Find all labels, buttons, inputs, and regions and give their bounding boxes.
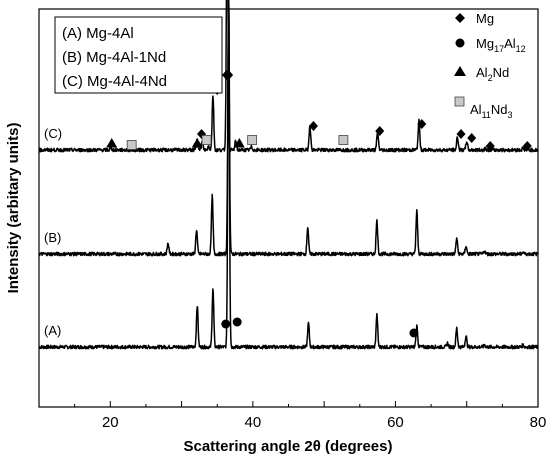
mg-phase-marker [417,119,427,129]
phase-legend-diamond-icon [455,13,465,23]
trace-label-c: (C) [44,126,62,141]
al2nd-phase-marker [233,138,245,148]
mg-phase-marker [485,141,495,151]
mg-phase-marker [522,141,532,151]
al11nd3-phase-marker [247,135,258,145]
al11nd3-phase-marker [126,140,137,150]
xrd-traces: (A) (B) (C) [38,0,539,350]
phase-legend-circle-icon [455,38,465,48]
phase-legend-mg: Mg [476,11,494,26]
sample-legend-entry-c: (C) Mg-4Al-4Nd [62,73,167,90]
al11nd3-phase-marker [201,135,212,145]
mg17al12-phase-marker [409,328,419,338]
x-tick-label: 20 [102,414,119,431]
sample-legend-box [54,16,223,94]
phase-legend-al11nd3: Al11Nd3 [470,102,513,120]
mg-phase-marker [456,129,466,139]
trace-label-b: (B) [44,230,61,245]
x-tick-label: 60 [387,414,404,431]
phase-markers [106,70,532,338]
x-tick-label: 80 [530,414,547,431]
mg-phase-marker [224,70,234,80]
xrd-trace-a [38,0,539,350]
x-axis-ticks: 20 40 60 80 [38,401,547,431]
y-axis-label: Intensity (arbitary units) [5,123,22,294]
mg-phase-marker [467,133,477,143]
mg-phase-marker [375,126,385,136]
al2nd-phase-marker [191,138,203,148]
phase-legend-mg17al12: Mg17Al12 [476,36,526,54]
mg17al12-phase-marker [232,317,242,327]
al2nd-phase-marker [106,138,118,148]
phase-legend-square-icon [454,96,465,107]
mg17al12-phase-marker [221,319,231,329]
sample-legend: (A) Mg-4Al (B) Mg-4Al-1Nd (C) Mg-4Al-4Nd [54,16,223,94]
trace-label-a: (A) [44,323,61,338]
phase-legend-al2nd: Al2Nd [476,65,509,83]
sample-legend-entry-b: (B) Mg-4Al-1Nd [62,49,166,66]
phase-legend: Mg Mg17Al12 Al2Nd Al11Nd3 [454,11,526,120]
mg-phase-marker [308,121,318,131]
x-tick-label: 40 [245,414,262,431]
al11nd3-phase-marker [338,135,349,145]
x-axis-label: Scattering angle 2θ (degrees) [183,438,392,455]
sample-legend-entry-a: (A) Mg-4Al [62,25,134,42]
xrd-trace-b [38,0,539,257]
phase-legend-triangle-icon [454,66,466,76]
xrd-trace-c [38,0,539,153]
